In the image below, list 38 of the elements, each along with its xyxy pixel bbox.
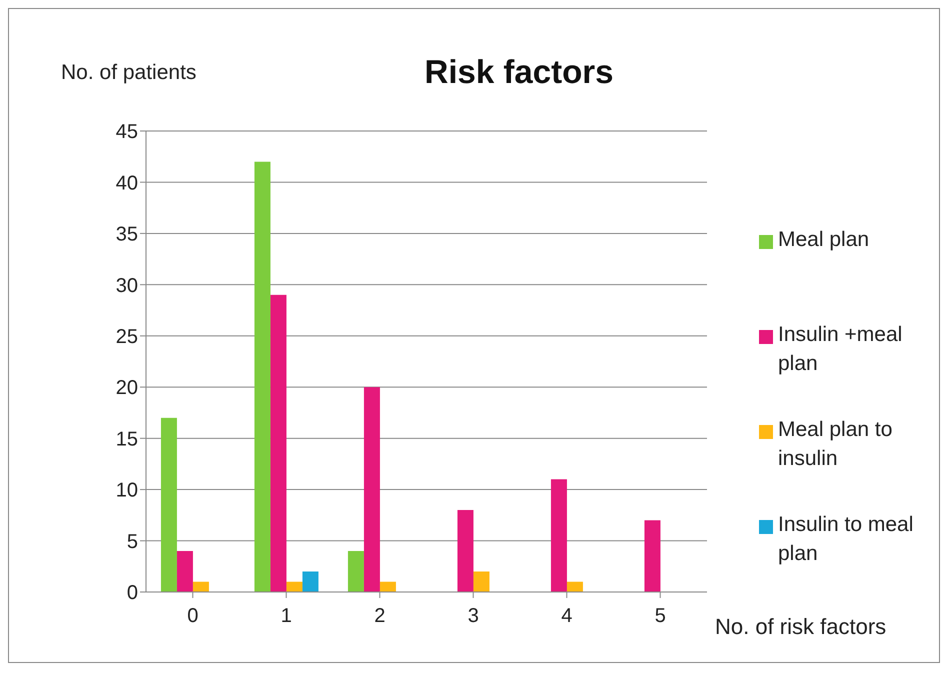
y-tick-label: 30 [116,274,138,297]
bar [348,551,364,592]
y-tick-label: 35 [116,224,138,246]
bar [176,551,193,592]
bar [364,387,380,592]
chart-title: Risk factors [424,53,614,91]
bar [192,582,209,592]
bar [270,294,286,592]
y-tick-label: 5 [126,530,138,553]
y-tick-label: 0 [126,582,138,604]
bar [644,520,660,592]
x-tick-label: 3 [468,605,479,628]
legend-label: Insulin +meal plan [778,322,904,377]
x-axis-title: No. of risk factors [715,614,886,639]
x-tick-label: 5 [654,605,666,628]
bar [286,582,302,592]
y-axis-title: No. of patients [61,61,196,85]
bar [457,510,474,592]
bar [302,572,318,592]
bar [160,418,177,592]
y-tick-label: 10 [116,480,138,502]
legend-label: Meal plan [778,227,870,253]
legend-label: Meal plan to insulin [778,417,894,472]
legend-label: Insulin to meal plan [778,512,914,567]
bar [550,479,567,592]
y-tick-label: 20 [116,377,138,400]
y-tick-label: 45 [116,121,138,144]
x-tick-label: 4 [561,605,572,628]
y-tick-label: 15 [116,428,138,450]
x-tick-label: 1 [280,605,292,628]
bar [473,572,490,592]
y-tick-label: 25 [116,326,138,348]
x-tick-label: 2 [374,605,386,628]
y-tick-label: 40 [116,172,138,194]
bar [380,582,396,592]
bar [566,582,583,592]
x-tick-label: 0 [187,605,198,628]
bar [254,162,270,592]
